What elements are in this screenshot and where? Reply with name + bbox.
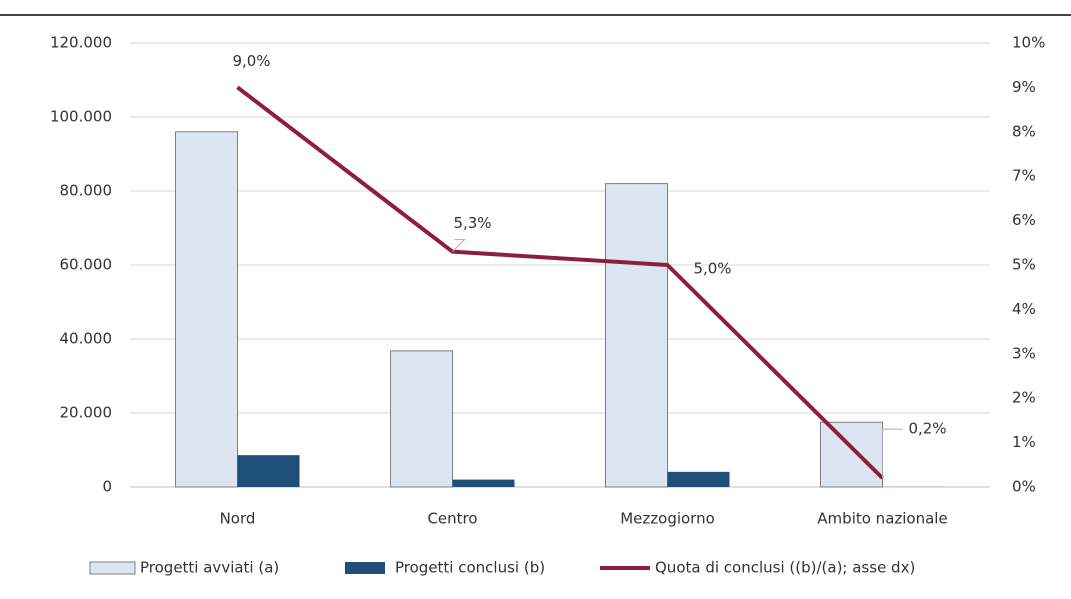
y-tick-label: 20.000: [60, 404, 113, 422]
y2-tick-label: 5%: [1012, 256, 1036, 274]
y2-tick-label: 6%: [1012, 211, 1036, 229]
bar: [667, 471, 730, 487]
x-tick-label: Centro: [427, 510, 477, 528]
y-tick-label: 100.000: [50, 108, 112, 126]
legend-label: Progetti conclusi (b): [395, 559, 545, 577]
y-tick-label: 80.000: [60, 182, 113, 200]
data-label: 9,0%: [232, 52, 270, 70]
bar: [820, 421, 883, 488]
x-tick-label: Nord: [220, 510, 256, 528]
y2-tick-label: 8%: [1012, 122, 1036, 140]
y2-tick-label: 3%: [1012, 344, 1036, 362]
y2-tick-label: 0%: [1012, 478, 1036, 496]
y2-tick-label: 7%: [1012, 167, 1036, 185]
bar: [452, 479, 515, 487]
bar: [175, 131, 238, 488]
y-tick-label: 0: [102, 478, 112, 496]
data-label: 5,3%: [453, 214, 491, 232]
y2-tick-label: 4%: [1012, 300, 1036, 318]
data-label: 0,2%: [908, 420, 946, 438]
legend-label: Quota di conclusi ((b)/(a); asse dx): [655, 559, 915, 577]
y2-tick-label: 10%: [1012, 34, 1045, 52]
bar: [605, 183, 668, 488]
y2-tick-label: 1%: [1012, 433, 1036, 451]
label-leader: [882, 428, 903, 479]
line-series: [236, 85, 884, 480]
x-tick-label: Ambito nazionale: [817, 510, 947, 528]
y-tick-label: 60.000: [60, 256, 113, 274]
bar: [390, 350, 453, 488]
legend-swatch: [89, 561, 136, 575]
bar: [237, 455, 300, 487]
y2-tick-label: 9%: [1012, 78, 1036, 96]
y2-tick-label: 2%: [1012, 389, 1036, 407]
y-tick-label: 120.000: [50, 34, 112, 52]
x-tick-label: Mezzogiorno: [620, 510, 715, 528]
data-label: 5,0%: [693, 260, 731, 278]
legend-swatch: [345, 562, 385, 574]
legend-label: Progetti avviati (a): [140, 559, 279, 577]
label-leader: [452, 239, 466, 253]
y-tick-label: 40.000: [60, 330, 113, 348]
